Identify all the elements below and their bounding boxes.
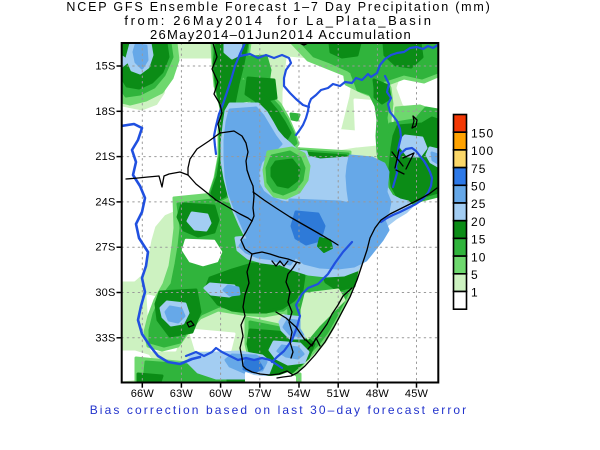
svg-text:150: 150: [471, 126, 494, 140]
svg-text:27S: 27S: [95, 242, 115, 254]
svg-text:15: 15: [471, 233, 487, 247]
svg-text:63W: 63W: [170, 388, 194, 400]
svg-text:60W: 60W: [209, 388, 233, 400]
svg-text:Bias correction based on last: Bias correction based on last 30–day for…: [90, 403, 469, 417]
svg-text:21S: 21S: [95, 151, 115, 163]
svg-text:51W: 51W: [327, 388, 351, 400]
svg-text:24S: 24S: [95, 196, 115, 208]
svg-text:100: 100: [471, 144, 494, 158]
svg-text:NCEP GFS Ensemble Forecast 1–7: NCEP GFS Ensemble Forecast 1–7 Day Preci…: [66, 0, 491, 14]
svg-text:45W: 45W: [405, 388, 429, 400]
svg-text:54W: 54W: [287, 388, 311, 400]
svg-text:1: 1: [471, 286, 479, 300]
svg-text:25: 25: [471, 197, 487, 211]
svg-text:50: 50: [471, 180, 487, 194]
svg-text:20: 20: [471, 215, 487, 229]
svg-text:30S: 30S: [95, 287, 115, 299]
svg-text:75: 75: [471, 162, 487, 176]
svg-text:57W: 57W: [248, 388, 272, 400]
svg-text:from: 26May2014 for La_Plata_: from: 26May2014 for La_Plata_Basin: [124, 13, 433, 28]
svg-text:15S: 15S: [95, 61, 115, 73]
svg-text:10: 10: [471, 250, 487, 264]
svg-text:5: 5: [471, 268, 479, 282]
svg-text:33S: 33S: [95, 332, 115, 344]
svg-text:48W: 48W: [366, 388, 390, 400]
svg-text:26May2014–01Jun2014 Accumulati: 26May2014–01Jun2014 Accumulation: [150, 27, 412, 42]
svg-text:66W: 66W: [131, 388, 155, 400]
svg-text:18S: 18S: [95, 106, 115, 118]
